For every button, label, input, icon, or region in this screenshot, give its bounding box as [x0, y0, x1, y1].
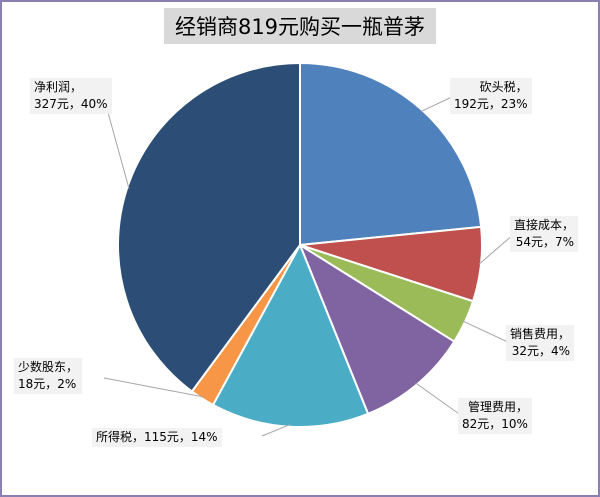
pie-slice: [211, 242, 370, 428]
data-label: 管理费用， 82元，10%: [458, 398, 532, 434]
data-label-name: 销售费用，: [510, 327, 571, 341]
leader-line: [415, 382, 463, 417]
leader-line: [478, 233, 515, 265]
pie-slice: [117, 61, 301, 393]
data-label-value: 54元，7%: [515, 235, 575, 249]
leader-line: [103, 377, 204, 398]
data-label-value: 327元，40%: [34, 97, 108, 111]
data-label-value: 18元，2%: [18, 377, 77, 391]
data-label: 销售费用， 32元，4%: [506, 325, 575, 361]
data-label: 少数股东， 18元，2%: [14, 358, 83, 394]
data-label-name: 少数股东，: [18, 360, 79, 374]
leader-line: [420, 95, 455, 112]
data-label-name: 净利润，: [34, 80, 83, 94]
leader-line: [462, 320, 511, 344]
data-label: 所得税，115元，14%: [92, 428, 222, 447]
leader-line: [261, 424, 290, 437]
data-label-text: 所得税，115元，14%: [96, 430, 218, 444]
data-label-name: 直接成本，: [514, 218, 575, 232]
data-label-name: 管理费用，: [467, 400, 528, 414]
data-label: 直接成本， 54元，7%: [510, 216, 579, 252]
pie-slice: [299, 61, 483, 247]
data-label: 砍头税， 192元，23%: [450, 78, 532, 114]
data-label: 净利润， 327元，40%: [30, 78, 112, 114]
data-label-value: 192元，23%: [454, 97, 528, 111]
data-label-value: 82元，10%: [462, 417, 528, 431]
data-label-name: 砍头税，: [479, 80, 528, 94]
data-label-value: 32元，4%: [511, 344, 571, 358]
chart-title: 经销商819元购买一瓶普茅: [164, 8, 436, 44]
